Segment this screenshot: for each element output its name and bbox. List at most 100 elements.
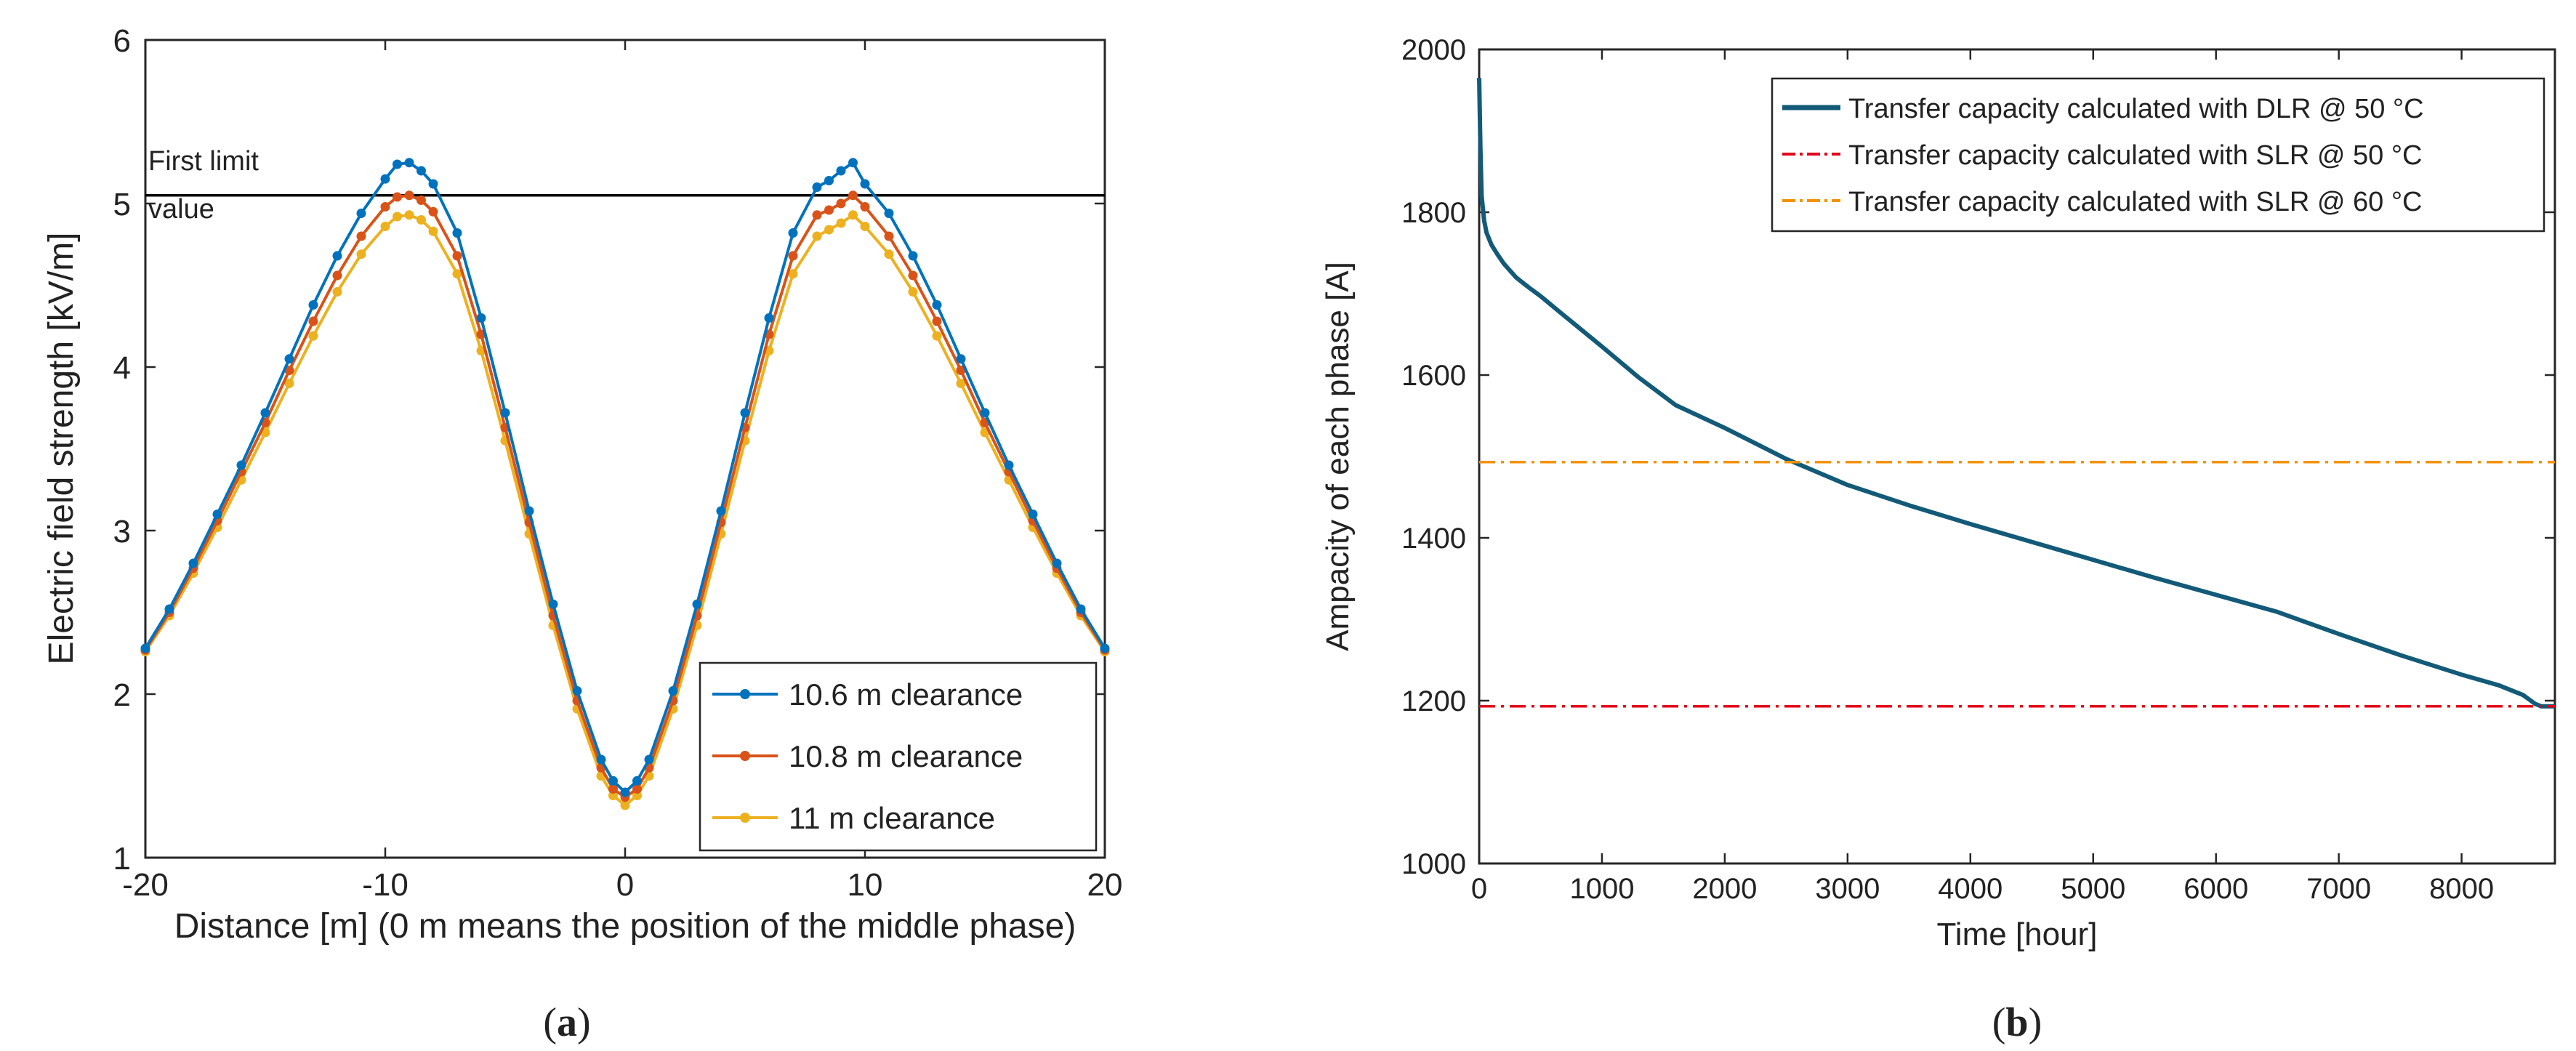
panel-a-data-point — [416, 166, 426, 176]
panel-a-data-point — [848, 158, 858, 168]
panel-a-data-point — [393, 192, 402, 202]
panel-a-data-point — [812, 231, 822, 241]
panel-a-data-point — [428, 179, 438, 189]
panel-a-data-point — [956, 354, 966, 364]
panel-a-data-point — [608, 791, 618, 800]
panel-a-data-point — [308, 331, 318, 341]
panel-a-caption: (a) — [543, 1000, 590, 1045]
panel-a-data-point — [1076, 604, 1086, 614]
panel-a-data-point — [836, 166, 846, 176]
panel-a-data-point — [788, 251, 798, 261]
panel-a-data-point — [1052, 558, 1062, 568]
panel-a-data-point — [860, 202, 870, 212]
panel-a-data-point — [956, 366, 966, 375]
legend-a-marker-3 — [740, 813, 750, 823]
panel-a-data-point — [524, 506, 534, 516]
panel-a-ytick-label: 2 — [113, 677, 131, 713]
panel-a-data-point — [284, 366, 294, 375]
panel-a-data-point — [644, 754, 654, 765]
panel-b-xtick-label: 2000 — [1692, 873, 1757, 905]
panel-a-data-point — [1004, 460, 1014, 470]
legend-a-label-3: 11 m clearance — [789, 801, 995, 835]
panel-a-data-point — [824, 205, 834, 215]
panel-a-data-point — [476, 313, 486, 323]
panel-a-data-point — [632, 791, 642, 800]
panel-a-xtick-label: 0 — [616, 867, 634, 903]
panel-a-data-point — [632, 784, 642, 794]
panel-a-data-point — [404, 190, 414, 201]
panel-a-ytick-label: 4 — [113, 350, 131, 386]
panel-a-data-point — [308, 300, 318, 310]
panel-a-data-point — [824, 176, 834, 185]
panel-a-data-point — [572, 686, 582, 696]
legend-b-label-3: Transfer capacity calculated with SLR @ … — [1848, 187, 2422, 217]
panel-b-caption: (b) — [1992, 1000, 2042, 1045]
panel-a-data-point — [764, 313, 774, 323]
panel-a-ytick-label: 1 — [113, 841, 131, 877]
panel-a-data-point — [632, 776, 642, 786]
panel-a-data-point — [416, 196, 426, 205]
panel-a-data-point — [824, 225, 834, 235]
legend-a-marker-2 — [740, 751, 750, 761]
panel-a-data-point — [608, 784, 618, 794]
panel-a-data-point — [884, 249, 894, 259]
panel-a-limit-label-line1: First limit — [148, 146, 259, 177]
panel-a-data-point — [596, 754, 606, 765]
panel-a-legend: 10.6 m clearance 10.8 m clearance 11 m c… — [699, 661, 1098, 852]
panel-a-data-point — [848, 210, 858, 220]
panel-a-data-point — [692, 599, 702, 609]
panel-b-ytick-label: 1200 — [1401, 685, 1466, 717]
legend-a-marker-1 — [740, 689, 750, 699]
panel-a-ytick-label: 5 — [113, 187, 131, 222]
panel-b-xtick-label: 1000 — [1569, 873, 1634, 905]
panel-a-data-point — [740, 408, 750, 418]
panel-a-data-point — [884, 231, 894, 241]
panel-a-x-axis-label: Distance [m] (0 m means the position of … — [174, 907, 1076, 946]
panel-b-ytick-label: 2000 — [1401, 34, 1466, 66]
panel-a-data-point — [860, 179, 870, 189]
panel-a-data-point — [164, 604, 174, 614]
panel-b-xtick-label: 7000 — [2306, 873, 2371, 905]
panel-b-ytick-label: 1800 — [1401, 197, 1466, 229]
panel-b-xtick-label: 8000 — [2429, 873, 2494, 905]
panel-a-data-point — [380, 202, 390, 212]
panel-a-data-point — [356, 231, 366, 241]
panel-a-data-point — [1028, 510, 1038, 519]
panel-b-y-ticks: 1000 1200 1400 1600 1800 2000 — [1401, 34, 2555, 880]
panel-a-data-point — [932, 316, 942, 326]
panel-a-series — [140, 158, 1110, 810]
panel-a-data-point — [716, 506, 726, 516]
panel-b-series-1-line — [1477, 78, 2555, 709]
panel-a-data-point — [1100, 643, 1110, 653]
panel-a-data-point — [908, 251, 918, 261]
panel-a-data-point — [884, 209, 894, 218]
panel-a-data-point — [668, 686, 678, 696]
panel-a-data-point — [332, 287, 342, 297]
legend-a-label-2: 10.8 m clearance — [789, 739, 1023, 773]
panel-a-data-point — [836, 198, 846, 209]
panel-a-data-point — [380, 174, 390, 184]
panel-a-data-point — [620, 800, 630, 810]
panel-b-xtick-label: 4000 — [1938, 873, 2003, 905]
panel-a-data-point — [428, 226, 438, 236]
panel-a-data-point — [548, 599, 558, 609]
legend-b-label-2: Transfer capacity calculated with SLR @ … — [1848, 140, 2422, 171]
panel-a-data-point — [212, 510, 222, 519]
panel-b-xtick-label: 3000 — [1815, 873, 1880, 905]
panel-a-data-point — [860, 222, 870, 231]
panel-a-x-ticks: -20 -10 0 10 20 — [122, 40, 1122, 903]
panel-a-data-point — [356, 209, 366, 218]
legend-a-label-1: 10.6 m clearance — [789, 677, 1023, 712]
panel-a-data-point — [812, 210, 822, 220]
panel-a-electric-field-chart: 1 2 3 4 5 6 -20 -10 0 10 20 First limit value Ele… — [42, 23, 1122, 1045]
panel-b-xtick-label: 6000 — [2183, 873, 2248, 905]
panel-b-x-ticks: 0 1000 2000 3000 4000 5000 6000 7000 8000 — [1471, 49, 2494, 905]
panel-b-legend: Transfer capacity calculated with DLR @ … — [1771, 77, 2545, 233]
panel-a-data-point — [908, 287, 918, 297]
panel-b-ytick-label: 1400 — [1401, 523, 1466, 555]
panel-a-xtick-label: 20 — [1087, 867, 1123, 903]
panel-a-limit-label-line2: value — [148, 194, 214, 225]
panel-a-data-point — [332, 270, 342, 281]
panel-a-data-point — [393, 159, 402, 169]
